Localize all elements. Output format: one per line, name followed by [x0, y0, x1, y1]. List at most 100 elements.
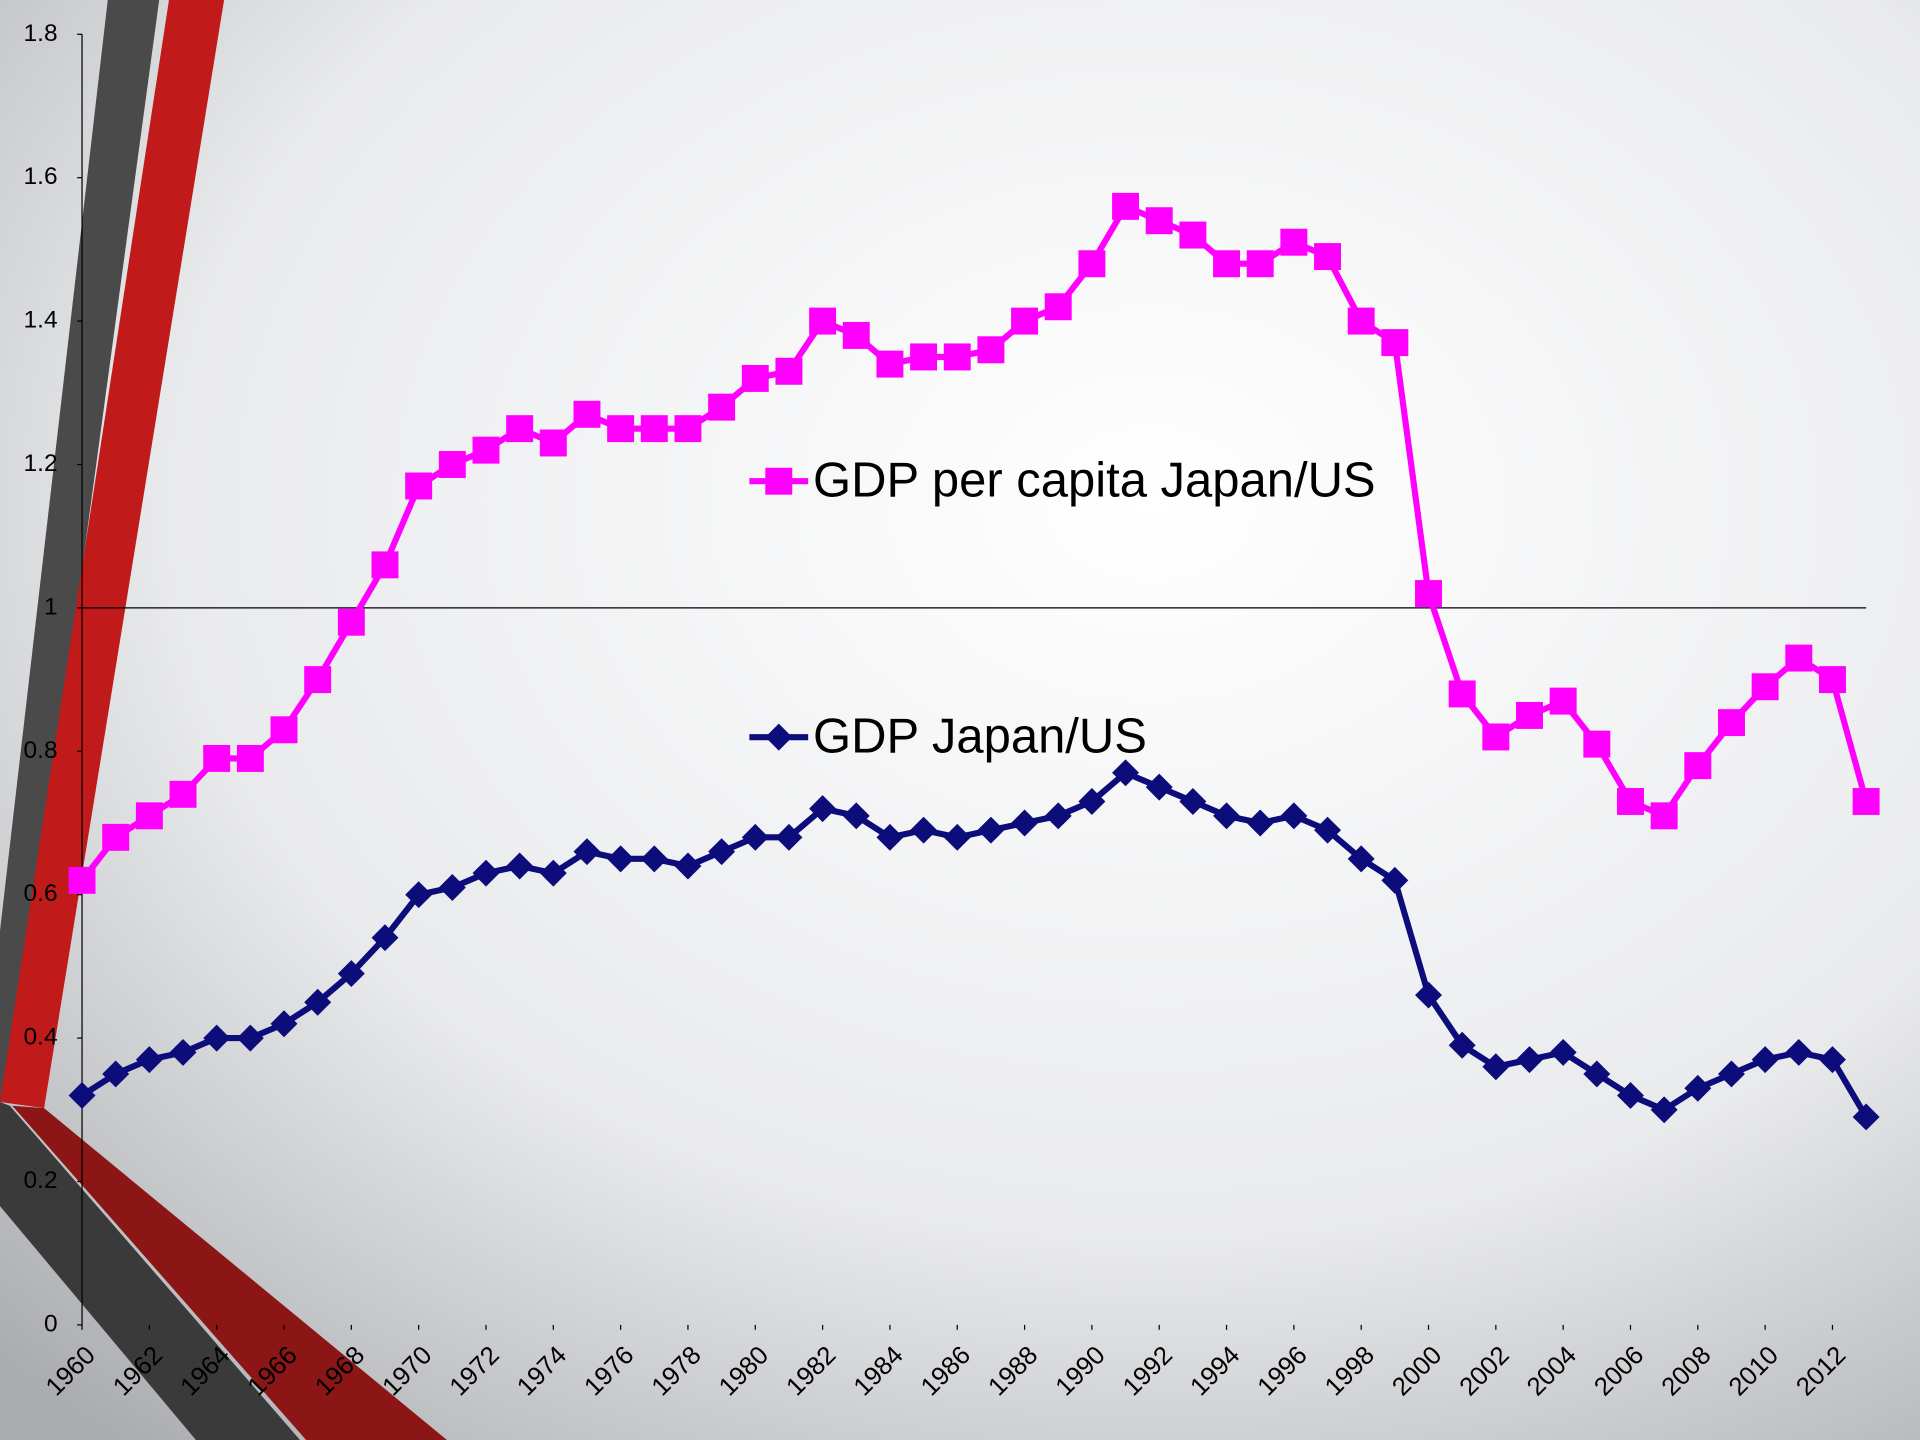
- marker: [809, 795, 837, 823]
- marker: [1415, 580, 1442, 608]
- marker: [135, 1046, 163, 1074]
- marker: [1549, 687, 1577, 715]
- marker: [203, 744, 231, 772]
- marker: [1448, 680, 1476, 708]
- marker: [1684, 1074, 1712, 1102]
- marker: [1280, 228, 1308, 256]
- marker: [573, 400, 601, 428]
- marker: [1852, 788, 1880, 815]
- marker: [943, 343, 971, 371]
- y-tick-label: 0.8: [24, 737, 58, 764]
- marker: [741, 364, 769, 392]
- marker: [1482, 723, 1510, 751]
- marker: [910, 343, 938, 371]
- marker: [1347, 307, 1375, 335]
- marker: [708, 393, 736, 421]
- y-tick-label: 1.8: [24, 20, 58, 47]
- marker: [1852, 1103, 1880, 1131]
- marker: [1516, 701, 1543, 729]
- y-tick-label: 0.6: [24, 880, 58, 907]
- marker: [472, 436, 500, 464]
- marker: [1818, 666, 1846, 694]
- marker: [674, 415, 702, 443]
- marker: [68, 866, 96, 894]
- marker: [270, 716, 298, 744]
- marker: [1818, 1046, 1846, 1074]
- marker: [708, 838, 736, 866]
- marker: [102, 823, 130, 851]
- y-tick-label: 0.2: [24, 1167, 58, 1194]
- marker: [1213, 250, 1241, 278]
- legend-marker: [765, 723, 793, 751]
- marker: [1785, 644, 1813, 672]
- marker: [1044, 293, 1072, 321]
- marker: [270, 1010, 298, 1038]
- marker: [1078, 250, 1106, 278]
- marker: [1145, 207, 1173, 235]
- marker: [1145, 773, 1173, 801]
- decor-stripe: [0, 0, 160, 1103]
- marker: [236, 1024, 264, 1052]
- marker: [371, 551, 399, 579]
- marker: [236, 744, 264, 772]
- marker: [876, 823, 904, 851]
- marker: [1011, 809, 1039, 837]
- marker: [102, 1060, 130, 1088]
- marker: [203, 1024, 231, 1052]
- marker: [1751, 1046, 1779, 1074]
- marker: [1112, 192, 1140, 220]
- marker: [1415, 981, 1442, 1009]
- marker: [1751, 673, 1779, 701]
- marker: [876, 350, 904, 378]
- y-tick-label: 1: [44, 593, 58, 620]
- marker: [1583, 1060, 1611, 1088]
- decor-stripe: [0, 1102, 300, 1440]
- y-tick-label: 1.2: [24, 450, 58, 477]
- marker: [1718, 709, 1745, 737]
- marker: [943, 823, 971, 851]
- marker: [1112, 759, 1140, 787]
- marker: [405, 472, 433, 500]
- marker: [640, 415, 668, 443]
- marker: [1179, 221, 1207, 249]
- marker: [438, 451, 466, 478]
- marker: [169, 780, 197, 808]
- marker: [135, 802, 163, 830]
- marker: [1617, 1081, 1644, 1109]
- marker: [842, 321, 870, 349]
- marker: [539, 429, 567, 457]
- y-tick-label: 0.4: [24, 1024, 58, 1051]
- marker: [1684, 752, 1712, 780]
- legend-marker: [765, 467, 793, 495]
- marker: [472, 859, 500, 887]
- marker: [1549, 1038, 1577, 1066]
- y-tick-label: 1.4: [24, 307, 58, 334]
- marker: [506, 415, 534, 443]
- marker: [775, 823, 803, 851]
- marker: [1011, 307, 1039, 335]
- marker: [1381, 329, 1409, 357]
- legend-label: GDP Japan/US: [813, 710, 1147, 764]
- marker: [1617, 788, 1644, 815]
- marker: [68, 1081, 96, 1109]
- marker: [1246, 250, 1274, 278]
- marker: [169, 1038, 197, 1066]
- marker: [1650, 1096, 1678, 1124]
- marker: [809, 307, 837, 335]
- decor-stripe: [0, 0, 225, 1109]
- marker: [607, 415, 635, 443]
- legend-label: GDP per capita Japan/US: [813, 454, 1376, 508]
- marker: [304, 666, 332, 694]
- marker: [1314, 243, 1342, 271]
- marker: [1583, 730, 1611, 758]
- marker: [977, 336, 1005, 364]
- marker: [1650, 802, 1678, 830]
- decor-stripe: [12, 1105, 447, 1440]
- marker: [337, 608, 365, 636]
- marker: [775, 357, 803, 385]
- marker: [304, 988, 332, 1016]
- y-tick-label: 1.6: [24, 163, 58, 190]
